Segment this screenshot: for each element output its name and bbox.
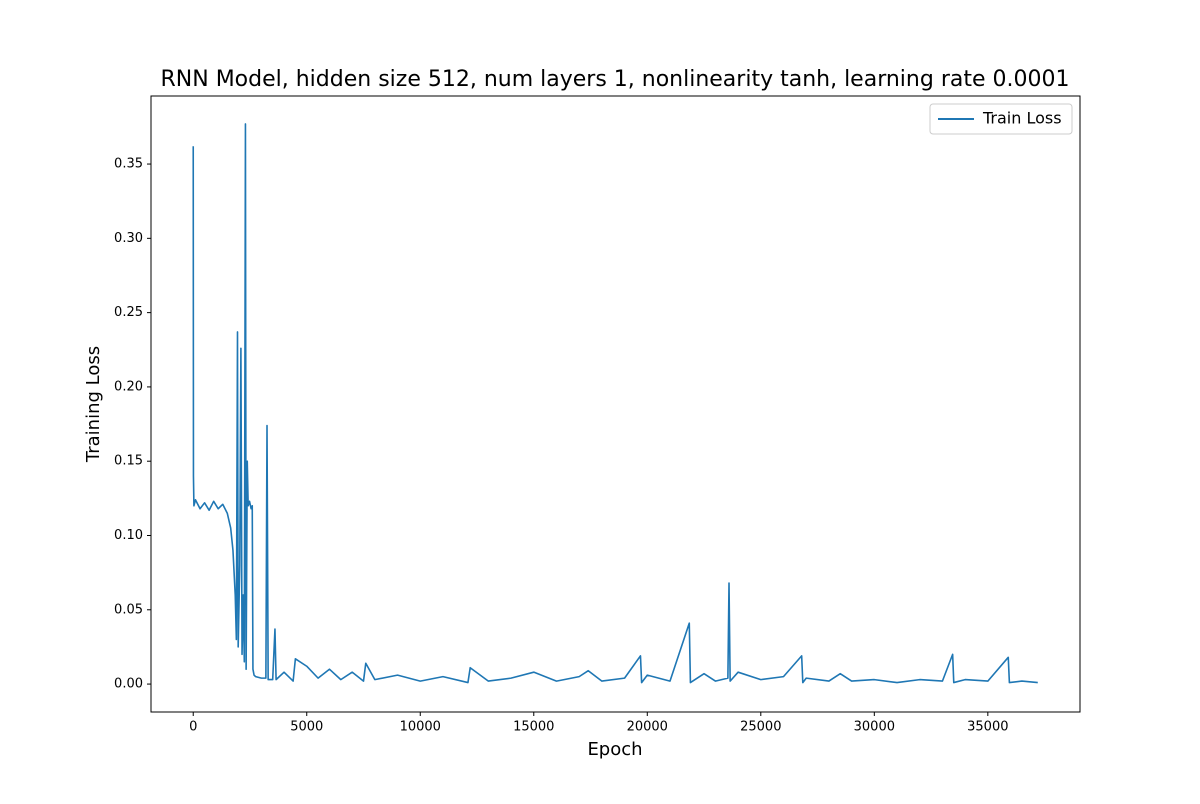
y-axis-label: Training Loss xyxy=(83,346,104,463)
x-tick-label: 35000 xyxy=(967,720,1008,735)
x-tick-label: 30000 xyxy=(854,720,895,735)
x-tick-label: 0 xyxy=(189,720,197,735)
y-tick-label: 0.30 xyxy=(114,231,143,246)
x-tick-label: 25000 xyxy=(740,720,781,735)
x-axis-label: Epoch xyxy=(587,739,642,760)
x-tick-label: 5000 xyxy=(290,720,323,735)
data-line xyxy=(192,123,1038,684)
chart-title: RNN Model, hidden size 512, num layers 1… xyxy=(161,67,1070,92)
x-tick-label: 20000 xyxy=(627,720,668,735)
y-tick-label: 0.10 xyxy=(114,528,143,543)
y-tick-label: 0.05 xyxy=(114,602,143,617)
x-tick-label: 15000 xyxy=(513,720,554,735)
y-tick-label: 0.35 xyxy=(114,157,143,172)
legend-box xyxy=(929,103,1073,135)
y-tick-label: 0.00 xyxy=(114,677,143,692)
y-tick-label: 0.20 xyxy=(114,379,143,394)
y-tick-label: 0.25 xyxy=(114,305,143,320)
x-tick-label: 10000 xyxy=(400,720,441,735)
plot-frame xyxy=(150,95,1081,713)
legend-label: Train Loss xyxy=(982,109,1062,128)
y-tick-label: 0.15 xyxy=(114,454,143,469)
